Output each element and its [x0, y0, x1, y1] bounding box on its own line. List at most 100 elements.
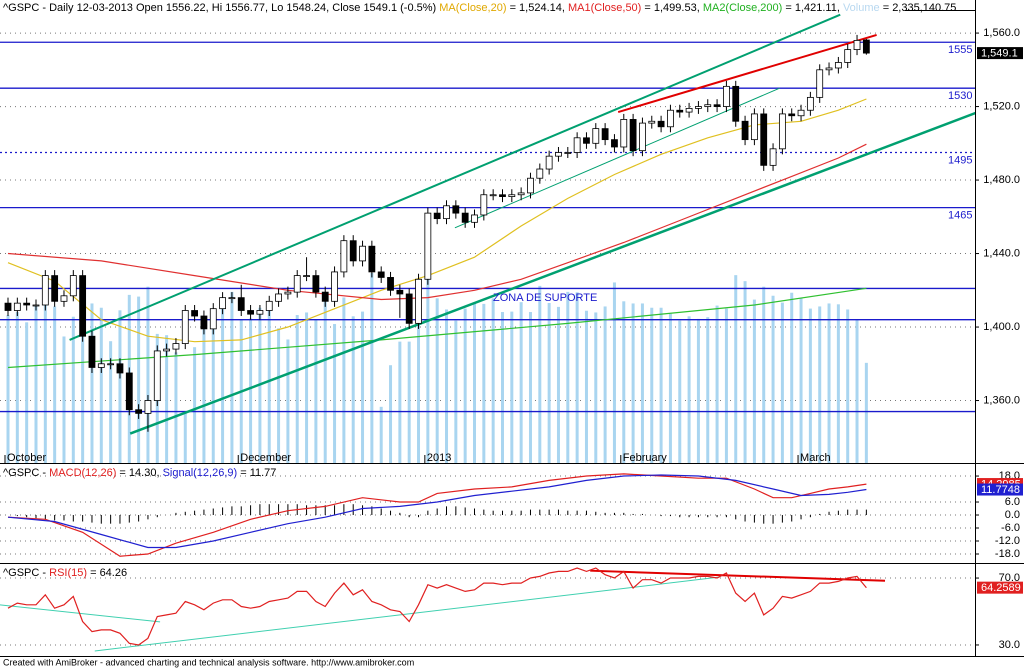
moving-average: [7, 287, 867, 369]
header-part: ^GSPC -: [3, 567, 49, 579]
volume-bar: [351, 316, 355, 463]
volume-bar: [799, 297, 803, 463]
value-box-label: 11.7748: [981, 484, 1020, 496]
candle-body: [321, 291, 329, 302]
candle-body: [303, 275, 310, 277]
candle-body: [228, 297, 236, 300]
indicator-line: [7, 567, 867, 646]
volume-bar: [305, 312, 309, 463]
candle-body: [4, 302, 12, 311]
volume-bar: [668, 313, 672, 463]
volume-bar: [846, 309, 850, 463]
candle-body: [816, 69, 824, 98]
volume-bar: [43, 299, 47, 463]
candle-body: [97, 363, 105, 368]
y-tick-label: 1,400.0: [983, 321, 1020, 333]
volume-bar: [827, 303, 831, 463]
volume-bar: [790, 292, 794, 463]
candle-body: [760, 113, 768, 166]
volume-bar: [640, 303, 644, 463]
header-part: = 64.26: [87, 567, 127, 579]
volume-bar: [221, 308, 225, 463]
value-box: [977, 483, 1023, 496]
header-part: MA2(Close,200): [703, 2, 782, 14]
volume-bar: [584, 310, 588, 463]
candle-body: [209, 308, 217, 330]
volume-bar: [165, 335, 169, 463]
indicator-line: [7, 473, 867, 557]
candle-body: [293, 275, 301, 293]
annotation: ZONA DE SUPORTE: [493, 292, 597, 304]
y-tick-label: 1,440.0: [983, 247, 1020, 259]
volume-bar: [267, 304, 271, 463]
candle-body: [69, 275, 77, 297]
candle-body: [825, 67, 833, 71]
y-tick-label: 1,360.0: [983, 394, 1020, 406]
candle-body: [583, 137, 590, 144]
candle-body: [135, 409, 143, 414]
volume-bar: [333, 324, 337, 463]
candle-body: [695, 106, 702, 109]
volume-bar: [137, 296, 141, 463]
candle-body: [415, 278, 422, 324]
volume-bar: [435, 298, 439, 463]
candle-body: [713, 104, 721, 107]
candle-body: [834, 62, 842, 69]
candle-body: [573, 137, 581, 153]
trendline: [69, 13, 841, 341]
indicator-line: [7, 474, 867, 549]
trendline: [617, 33, 877, 114]
header-part: Signal(12,26,9): [163, 467, 238, 479]
volume-bar: [528, 312, 532, 463]
candle-body: [349, 240, 357, 262]
header-part: Volume: [843, 2, 880, 14]
candle-body: [862, 39, 870, 54]
volume-bar: [202, 327, 206, 463]
candle-body: [153, 350, 161, 401]
level-label: 1495: [948, 154, 972, 166]
volume-bar: [407, 341, 411, 463]
y-tick-label: 70.0: [999, 572, 1020, 584]
candle-body: [265, 300, 273, 311]
candle-body: [723, 85, 730, 107]
volume-bar: [538, 285, 542, 463]
panel: [0, 567, 975, 652]
header-part: ^GSPC - Daily 12-03-2013 Open 1556.22, H…: [3, 2, 439, 14]
candle-body: [853, 40, 861, 51]
volume-bar: [193, 347, 197, 463]
candle-body: [741, 120, 749, 141]
candle-body: [359, 245, 366, 262]
candle-body: [489, 194, 497, 197]
volume-bar: [519, 302, 523, 463]
candle-body: [125, 372, 133, 411]
volume-bar: [724, 308, 728, 463]
volume-bar: [445, 309, 449, 463]
header-part: MACD(12,26): [49, 467, 116, 479]
volume-bar: [71, 316, 75, 463]
header-part: MA1(Close,50): [568, 2, 641, 14]
volume-bar: [818, 306, 822, 463]
volume-bar: [230, 291, 234, 463]
trendline: [94, 576, 720, 652]
volume-bar: [99, 307, 103, 463]
volume-bar: [687, 316, 691, 463]
candle-body: [732, 85, 740, 122]
volume-bar: [696, 318, 700, 463]
candle-body: [144, 400, 152, 414]
volume-bar: [426, 279, 430, 463]
candle-body: [667, 109, 674, 128]
volume-bar: [146, 286, 150, 463]
volume-bar: [650, 307, 654, 463]
candle-body: [601, 128, 609, 141]
candle-body: [396, 289, 404, 295]
candle-body: [275, 293, 282, 302]
candle-body: [377, 271, 385, 278]
candle-body: [639, 122, 646, 152]
panel: [0, 13, 975, 463]
candle-body: [163, 348, 171, 352]
x-tick-label: March: [800, 452, 831, 464]
volume-bar: [603, 306, 607, 463]
volume-bar: [808, 308, 812, 463]
candle-body: [704, 104, 712, 107]
volume-bar: [183, 411, 187, 463]
